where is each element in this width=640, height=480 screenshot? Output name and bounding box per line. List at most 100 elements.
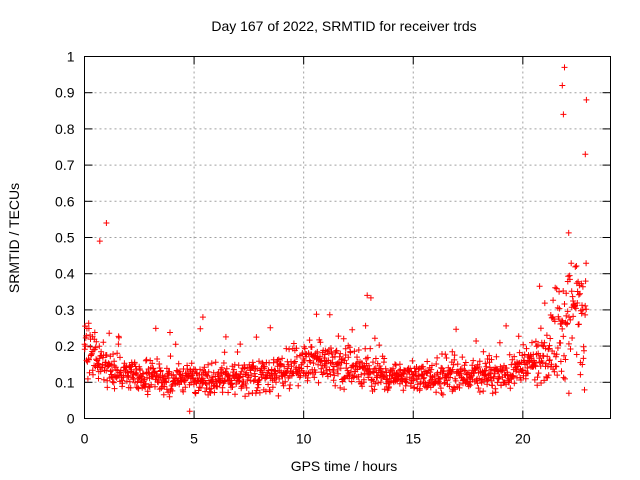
data-point xyxy=(560,374,567,381)
data-point xyxy=(482,360,489,367)
data-point xyxy=(446,383,453,390)
data-point xyxy=(85,356,92,362)
data-point xyxy=(292,358,298,365)
data-point xyxy=(163,365,170,372)
data-point xyxy=(377,379,384,386)
data-point xyxy=(581,347,587,354)
data-point xyxy=(359,383,366,390)
data-point xyxy=(84,375,91,382)
data-point xyxy=(581,386,588,393)
data-point xyxy=(483,363,490,370)
data-point xyxy=(335,333,342,340)
data-point xyxy=(456,384,463,391)
data-point xyxy=(132,379,138,386)
data-point xyxy=(536,283,543,290)
data-point xyxy=(552,284,559,291)
data-point xyxy=(489,382,496,389)
data-point xyxy=(196,384,203,391)
data-point xyxy=(560,333,567,340)
data-point xyxy=(429,362,435,369)
data-point xyxy=(205,361,212,368)
data-point xyxy=(582,302,589,309)
data-point xyxy=(286,346,293,353)
data-point xyxy=(304,374,311,381)
x-tick-label: 10 xyxy=(296,431,312,447)
data-point xyxy=(401,375,408,382)
data-point xyxy=(510,373,517,380)
data-point xyxy=(284,365,291,372)
data-point xyxy=(482,367,489,374)
data-point xyxy=(516,369,522,376)
data-point xyxy=(371,335,378,342)
data-point xyxy=(553,285,560,292)
data-point xyxy=(253,387,260,394)
data-point xyxy=(348,378,355,385)
data-point xyxy=(334,366,341,373)
data-point xyxy=(88,351,95,358)
data-point xyxy=(442,351,449,358)
data-point xyxy=(519,367,526,373)
data-point xyxy=(367,294,374,301)
data-point xyxy=(393,362,399,369)
data-point xyxy=(287,382,294,388)
data-point xyxy=(375,379,382,386)
data-point xyxy=(93,356,100,363)
data-point xyxy=(572,305,579,312)
data-point xyxy=(152,383,158,390)
data-point xyxy=(544,363,551,370)
data-point xyxy=(252,373,259,380)
data-point xyxy=(383,369,390,376)
data-point xyxy=(487,374,494,381)
data-point xyxy=(268,371,275,378)
data-point xyxy=(181,378,188,385)
data-point xyxy=(232,391,238,398)
data-point xyxy=(424,370,431,377)
data-point xyxy=(548,361,555,368)
data-point xyxy=(448,369,455,376)
data-point xyxy=(331,372,338,379)
data-point xyxy=(342,345,349,352)
data-point xyxy=(140,370,147,377)
data-point xyxy=(295,382,302,389)
data-point xyxy=(533,359,539,366)
data-point xyxy=(245,390,252,397)
data-point xyxy=(559,317,566,324)
data-point xyxy=(265,367,272,374)
data-point xyxy=(367,345,374,352)
y-tick-label: 0.2 xyxy=(55,338,75,354)
data-point xyxy=(376,363,383,369)
data-point xyxy=(186,408,193,415)
data-point xyxy=(424,358,431,365)
data-point xyxy=(323,360,329,367)
data-point xyxy=(568,288,575,295)
data-point xyxy=(297,372,304,379)
data-point xyxy=(144,391,151,398)
data-point xyxy=(228,377,235,384)
data-point xyxy=(476,358,483,365)
data-point xyxy=(217,379,224,386)
data-point xyxy=(119,380,126,387)
data-point xyxy=(415,366,422,373)
data-point xyxy=(203,371,209,378)
data-point xyxy=(310,360,317,367)
data-point xyxy=(333,347,340,354)
data-point xyxy=(403,379,410,386)
data-point xyxy=(534,382,541,389)
data-point xyxy=(275,356,282,363)
data-point xyxy=(507,385,514,392)
data-point xyxy=(126,378,133,385)
data-point xyxy=(317,353,323,360)
data-point xyxy=(308,344,315,351)
data-point xyxy=(473,338,480,344)
x-tick-label: 0 xyxy=(81,431,89,447)
data-point xyxy=(304,363,311,370)
data-point xyxy=(223,365,230,372)
data-point xyxy=(117,354,123,361)
data-point xyxy=(541,300,548,307)
data-point xyxy=(126,362,133,369)
data-point xyxy=(299,350,306,357)
data-point xyxy=(494,379,501,386)
data-point xyxy=(301,357,308,364)
data-point xyxy=(557,340,564,346)
data-point xyxy=(290,340,297,347)
